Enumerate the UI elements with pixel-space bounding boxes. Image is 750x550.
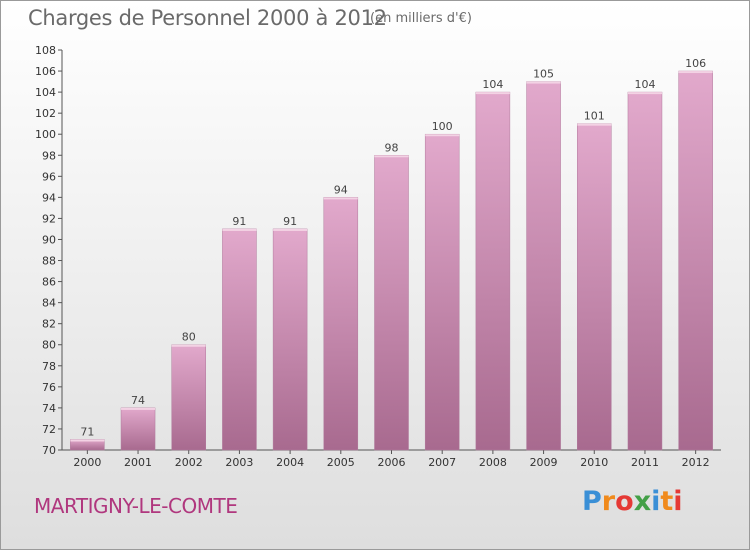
bar-top-highlight <box>374 155 409 158</box>
data-label: 98 <box>385 141 399 154</box>
logo-letter: o <box>615 486 634 517</box>
bar-top-highlight <box>323 197 358 200</box>
bar-2006 <box>374 155 409 451</box>
bar-2009 <box>526 81 561 451</box>
bar-top-highlight <box>425 134 460 137</box>
bar-top-highlight <box>475 92 510 95</box>
bar-2008 <box>475 91 511 451</box>
x-tick-label: 2010 <box>580 456 608 469</box>
y-tick-label: 74 <box>42 402 56 415</box>
data-label: 100 <box>432 120 453 133</box>
bar-top-highlight <box>577 123 612 126</box>
x-tick-label: 2004 <box>276 456 304 469</box>
bar-2002 <box>171 344 206 451</box>
y-tick-label: 78 <box>42 360 56 373</box>
y-tick-label: 102 <box>35 107 56 120</box>
chart-bars <box>70 70 713 451</box>
x-tick-label: 2012 <box>682 456 710 469</box>
logo-letter: P <box>582 486 602 517</box>
y-tick-label: 82 <box>42 318 56 331</box>
x-tick-label: 2006 <box>378 456 406 469</box>
chart-title: Charges de Personnel 2000 à 2012 <box>28 6 387 30</box>
bar-top-highlight <box>627 92 662 95</box>
bar-2012 <box>678 70 713 451</box>
y-tick-label: 100 <box>35 128 56 141</box>
y-tick-label: 72 <box>42 423 56 436</box>
x-tick-label: 2001 <box>124 456 152 469</box>
bar-top-highlight <box>70 439 105 442</box>
logo-letter: t <box>660 486 674 517</box>
data-label: 80 <box>182 331 196 344</box>
y-tick-label: 90 <box>42 233 56 246</box>
x-tick-label: 2009 <box>530 456 558 469</box>
y-tick-label: 80 <box>42 339 56 352</box>
x-tick-label: 2008 <box>479 456 507 469</box>
proxiti-logo: Proxiti <box>582 486 683 517</box>
x-tick-label: 2005 <box>327 456 355 469</box>
bar-top-highlight <box>222 228 257 231</box>
data-label: 106 <box>685 57 706 70</box>
chart-subtitle: (en milliers d'€) <box>370 11 472 26</box>
logo-letter: i <box>651 486 661 517</box>
y-tick-label: 88 <box>42 255 56 268</box>
logo-letter: r <box>601 486 616 517</box>
commune-name: MARTIGNY-LE-COMTE <box>34 494 238 518</box>
y-tick-label: 106 <box>35 65 56 78</box>
y-tick-label: 86 <box>42 276 56 289</box>
bar-top-highlight <box>273 228 308 231</box>
x-tick-label: 2007 <box>428 456 456 469</box>
y-tick-label: 84 <box>42 297 56 310</box>
bar-top-highlight <box>121 407 156 410</box>
bar-top-highlight <box>678 71 713 74</box>
bar-2011 <box>627 91 663 451</box>
data-label: 105 <box>533 68 554 81</box>
logo-letter: x <box>633 486 652 517</box>
y-tick-label: 104 <box>35 86 56 99</box>
bar-2001 <box>120 407 156 451</box>
y-tick-label: 76 <box>42 381 56 394</box>
bar-2007 <box>424 133 460 451</box>
y-tick-label: 98 <box>42 149 56 162</box>
data-label: 94 <box>334 183 348 196</box>
data-label: 71 <box>80 425 94 438</box>
bar-top-highlight <box>526 81 561 84</box>
y-tick-label: 96 <box>42 170 56 183</box>
x-tick-label: 2000 <box>73 456 101 469</box>
data-label: 101 <box>584 110 605 123</box>
data-label: 104 <box>482 78 503 91</box>
y-tick-label: 108 <box>35 44 56 57</box>
bar-top-highlight <box>171 344 206 347</box>
y-tick-label: 92 <box>42 212 56 225</box>
x-tick-label: 2002 <box>175 456 203 469</box>
data-label: 91 <box>232 215 246 228</box>
bar-2003 <box>222 228 257 451</box>
bar-2004 <box>272 228 308 451</box>
data-label: 91 <box>283 215 297 228</box>
data-label: 74 <box>131 394 145 407</box>
logo-letter: i <box>673 486 683 517</box>
bar-2005 <box>323 197 359 451</box>
data-label: 104 <box>634 78 655 91</box>
y-tick-label: 94 <box>42 191 56 204</box>
y-tick-label: 70 <box>42 444 56 457</box>
bar-2010 <box>577 123 612 451</box>
x-tick-label: 2011 <box>631 456 659 469</box>
x-tick-label: 2003 <box>225 456 253 469</box>
chart-labels: 2000 71 2001 74 2002 80 2003 91 2004 91 2005 94 2006… <box>73 57 709 469</box>
